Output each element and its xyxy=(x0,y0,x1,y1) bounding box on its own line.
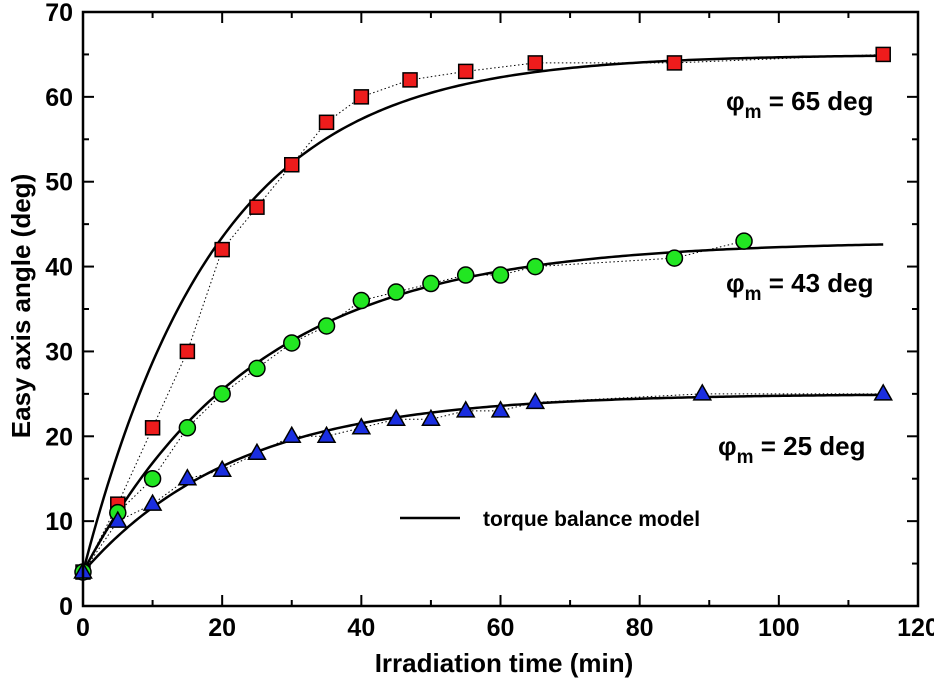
data-connector-3 xyxy=(82,393,884,573)
data-point-triangle xyxy=(142,493,163,511)
data-point-triangle xyxy=(177,468,198,486)
data-point-square xyxy=(214,241,230,258)
tick-labels: 0 20 40 60 80 100 120 0 10 20 30 40 50 60 70 xyxy=(45,0,934,642)
data-point-square xyxy=(527,55,544,71)
y-tick-label: 0 xyxy=(59,593,73,621)
data-connector-1 xyxy=(82,53,884,573)
x-tick-label: 20 xyxy=(208,614,236,642)
data-point-circle xyxy=(735,232,753,250)
data-connector-2 xyxy=(82,240,745,573)
data-point-square xyxy=(402,72,418,88)
annotation-subscript: m xyxy=(745,102,762,123)
model-curves xyxy=(81,54,884,573)
x-tick-label: 100 xyxy=(758,614,800,642)
y-tick-label: 70 xyxy=(45,0,73,27)
data-point-triangle xyxy=(692,383,713,401)
data-point-triangle xyxy=(873,383,893,401)
data-point-circle xyxy=(143,469,162,488)
annotation-text: = 43 deg xyxy=(762,268,874,298)
model-curve-3 xyxy=(82,393,884,573)
y-axis-title: Easy axis angle (deg) xyxy=(6,174,36,438)
axis-ticks xyxy=(82,11,919,607)
annotation-subscript: m xyxy=(737,447,754,468)
annotation-subscript: m xyxy=(745,284,762,305)
data-point-circle xyxy=(422,274,440,293)
x-tick-label: 60 xyxy=(487,614,515,642)
legend-label: torque balance model xyxy=(483,508,700,531)
data-point-circle xyxy=(248,359,266,378)
data-point-triangle xyxy=(108,510,128,528)
y-tick-label: 60 xyxy=(45,84,73,112)
data-point-circle xyxy=(387,283,405,301)
data-point-triangle xyxy=(351,417,372,435)
annotation-phi-43: φm = 43 deg xyxy=(726,268,874,305)
annotation-text: = 25 deg xyxy=(754,431,866,461)
data-point-square xyxy=(457,63,474,80)
x-tick-label: 80 xyxy=(626,614,654,642)
x-tick-label: 40 xyxy=(347,614,375,642)
data-point-circle xyxy=(526,257,545,276)
data-point-square xyxy=(318,114,335,131)
x-axis-title: Irradiation time (min) xyxy=(375,648,634,678)
annotation-symbol: φ xyxy=(726,86,745,116)
data-point-circle xyxy=(317,317,336,335)
annotation-phi-25: φm = 25 deg xyxy=(718,431,866,468)
model-curve-1 xyxy=(81,54,884,573)
data-point-square xyxy=(875,46,891,63)
data-point-square xyxy=(179,343,196,360)
data-point-circle xyxy=(213,385,231,403)
data-point-triangle xyxy=(490,400,511,418)
data-point-triangle xyxy=(386,408,406,427)
y-tick-label: 50 xyxy=(45,169,73,197)
data-point-triangle xyxy=(525,391,546,410)
data-point-square xyxy=(144,420,161,436)
data-connectors xyxy=(82,53,884,573)
data-markers xyxy=(73,46,893,581)
data-point-triangle xyxy=(212,459,232,477)
annotation-symbol: φ xyxy=(718,431,737,461)
data-point-circle xyxy=(283,334,301,352)
data-point-triangle xyxy=(316,425,337,444)
x-tick-label: 0 xyxy=(76,614,90,642)
y-tick-label: 40 xyxy=(45,254,73,282)
data-point-triangle xyxy=(421,408,441,427)
data-point-circle xyxy=(456,266,475,284)
data-point-square xyxy=(666,55,683,71)
y-tick-label: 20 xyxy=(45,423,73,451)
annotation-text: = 65 deg xyxy=(762,86,874,116)
data-point-triangle xyxy=(281,425,302,444)
data-point-circle xyxy=(352,291,371,310)
data-point-circle xyxy=(491,266,510,284)
data-point-square xyxy=(249,199,265,215)
data-point-circle xyxy=(178,419,197,437)
data-point-triangle xyxy=(247,442,267,461)
annotation-symbol: φ xyxy=(726,268,745,298)
data-point-triangle xyxy=(455,400,476,418)
data-point-square xyxy=(284,156,300,173)
y-tick-label: 30 xyxy=(45,338,73,366)
data-point-square xyxy=(353,89,370,105)
data-point-circle xyxy=(665,249,684,267)
y-tick-label: 10 xyxy=(45,508,73,536)
x-tick-label: 120 xyxy=(897,614,934,642)
annotation-phi-65: φm = 65 deg xyxy=(726,86,874,123)
